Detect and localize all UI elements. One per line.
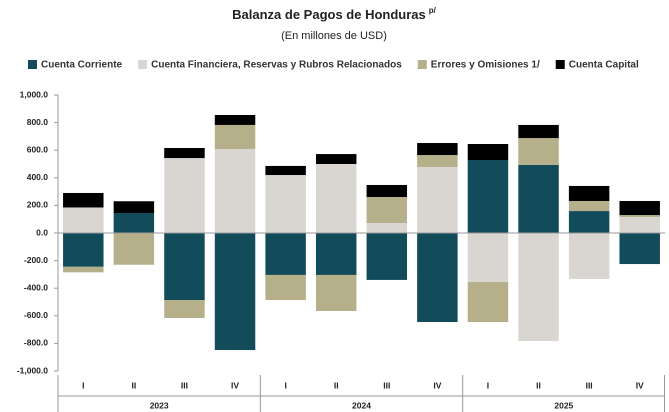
- bar-segment: [265, 165, 306, 176]
- x-tick-label: II: [536, 380, 541, 390]
- x-tick-label: I: [284, 380, 286, 390]
- x-tick-label: II: [334, 380, 339, 390]
- bar-segment: [417, 143, 458, 156]
- bar-segment: [417, 155, 458, 168]
- bar-segment: [518, 233, 559, 342]
- y-tick-label: 400.0: [27, 172, 49, 182]
- bar-segment: [518, 164, 559, 233]
- bar-segment: [214, 124, 256, 149]
- bar-segment: [366, 233, 408, 280]
- bar-segment: [568, 185, 610, 201]
- legend-swatch: [28, 60, 37, 69]
- bar-segment: [214, 148, 256, 233]
- bar-segment: [265, 175, 306, 233]
- bar-segment: [63, 207, 104, 233]
- x-tick-label: I: [82, 380, 84, 390]
- bar-segment: [315, 274, 357, 311]
- bar-segment: [63, 266, 104, 273]
- x-tick-label: I: [487, 380, 489, 390]
- y-tick-label: -400.0: [24, 282, 48, 292]
- legend-label: Cuenta Financiera, Reservas y Rubros Rel…: [151, 60, 402, 71]
- bar-segment: [568, 211, 610, 233]
- bar-segment: [568, 233, 610, 279]
- bar-segment: [619, 215, 660, 217]
- x-tick-label: III: [181, 380, 188, 390]
- bar-segment: [518, 124, 559, 139]
- bar-segment: [63, 233, 104, 267]
- bar-segment: [366, 196, 408, 224]
- bar-segment: [113, 233, 155, 265]
- y-tick-label: 200.0: [27, 200, 49, 210]
- y-tick-label: -800.0: [24, 338, 48, 348]
- bar-segment: [164, 300, 205, 319]
- bar-segment: [113, 212, 155, 233]
- bar-segment: [164, 158, 205, 233]
- y-tick-label: 800.0: [27, 117, 49, 127]
- bar-segment: [568, 200, 610, 212]
- y-tick-label: 600.0: [27, 144, 49, 154]
- bar-segment: [164, 233, 205, 301]
- y-tick-label: 1,000.0: [20, 89, 49, 99]
- bar-segment: [164, 147, 205, 159]
- bar-segment: [265, 274, 306, 301]
- y-tick-label: 0.0: [36, 227, 48, 237]
- group-label: 2024: [352, 400, 371, 410]
- bar-segment: [214, 233, 256, 351]
- bar-segment: [366, 223, 408, 233]
- x-tick-label: III: [383, 380, 390, 390]
- x-tick-label: II: [132, 380, 137, 390]
- title-text: Balanza de Pagos de Honduras: [232, 7, 426, 22]
- legend-label: Cuenta Corriente: [41, 60, 123, 71]
- chart-title: Balanza de Pagos de Honduras p/: [232, 6, 436, 22]
- bar-segment: [63, 192, 104, 208]
- bar-segment: [315, 164, 357, 233]
- legend-label: Errores y Omisiones 1/: [431, 60, 540, 71]
- bar-segment: [265, 233, 306, 275]
- y-tick-label: -1,000.0: [17, 365, 48, 375]
- bar-segment: [417, 233, 458, 323]
- legend-swatch: [138, 60, 148, 69]
- group-label: 2023: [150, 400, 169, 410]
- bar-segment: [467, 281, 509, 323]
- bar-segment: [113, 201, 155, 213]
- legend-swatch: [555, 60, 565, 69]
- bar-segment: [366, 184, 408, 197]
- bar-segment: [467, 159, 509, 233]
- bar-segment: [619, 233, 660, 265]
- legend-swatch: [417, 60, 427, 69]
- x-tick-label: IV: [433, 380, 441, 390]
- bar-segment: [619, 200, 660, 216]
- x-tick-label: IV: [636, 380, 644, 390]
- bar-segment: [417, 167, 458, 233]
- bar-segment: [315, 154, 357, 164]
- bar-segment: [467, 233, 509, 282]
- y-tick-label: -600.0: [24, 310, 48, 320]
- bar-segment: [518, 138, 559, 165]
- x-tick-label: IV: [231, 380, 239, 390]
- x-tick-label: III: [586, 380, 593, 390]
- bar-segment: [467, 143, 509, 160]
- group-label: 2025: [554, 400, 573, 410]
- bar-segment: [619, 216, 660, 233]
- legend-label: Cuenta Capital: [569, 60, 639, 71]
- chart-subtitle: (En millones de USD): [281, 30, 387, 42]
- title-superscript: p/: [429, 6, 437, 15]
- bar-segment: [315, 233, 357, 275]
- bar-segment: [214, 115, 256, 125]
- y-tick-label: -200.0: [24, 255, 48, 265]
